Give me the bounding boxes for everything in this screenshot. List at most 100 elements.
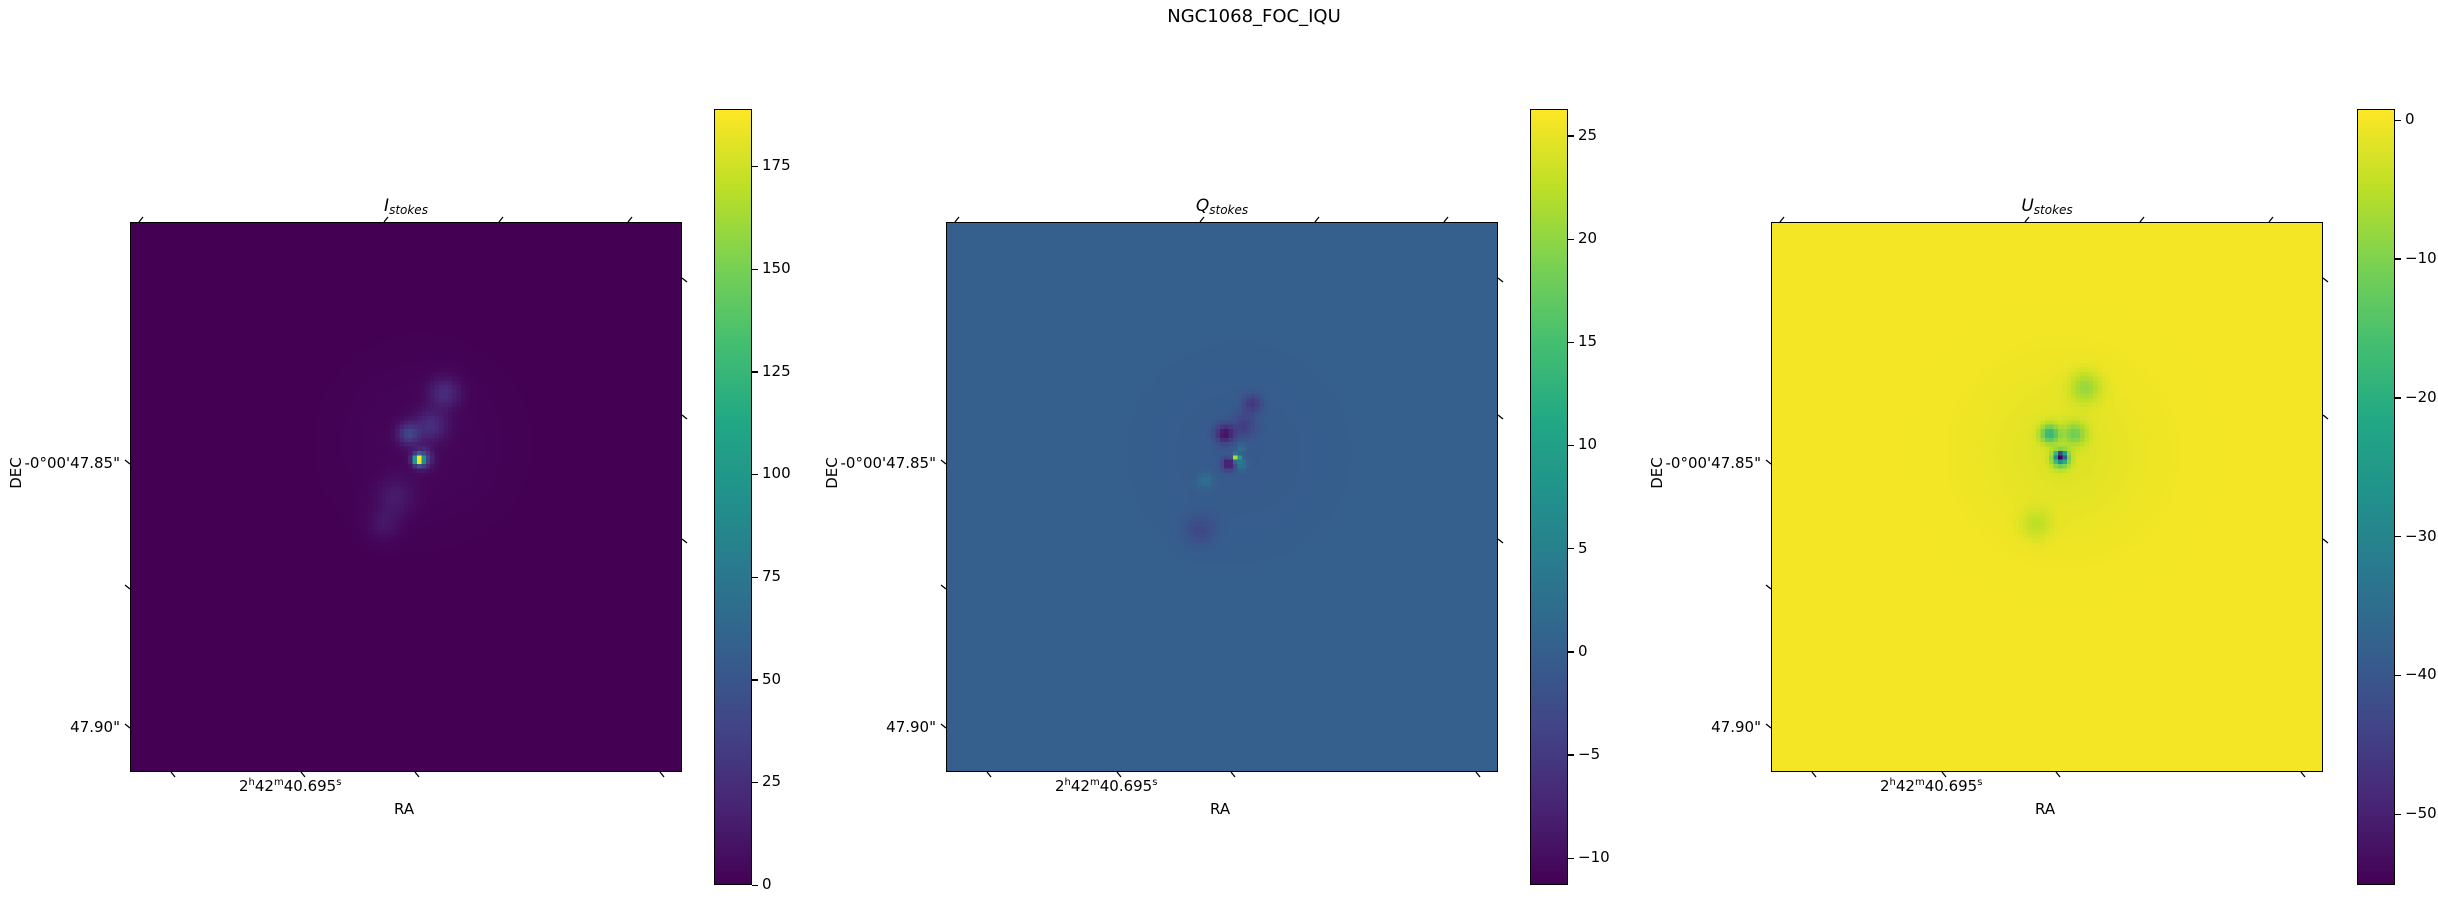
colorbar-tick-label: −10 <box>2405 248 2437 267</box>
colorbar-tick-label: 20 <box>1578 229 1598 248</box>
title-symbol: U <box>2021 196 2034 216</box>
title-subscript: stokes <box>389 203 428 217</box>
heatmap-axes-i <box>130 222 682 772</box>
colorbar <box>714 109 752 885</box>
colorbar-tick <box>1568 341 1574 343</box>
ra-s-unit: s <box>1977 777 1983 788</box>
x-tick-bottom <box>986 771 992 778</box>
colorbar-tick-label: 50 <box>762 669 782 688</box>
colorbar-tick <box>1568 548 1574 550</box>
y-tick-right <box>2322 538 2329 544</box>
colorbar-tick-label: 10 <box>1578 435 1598 454</box>
y-tick-label: 47.90" <box>886 718 936 736</box>
y-axis-label: DEC <box>822 457 841 489</box>
ra-m-value: 42 <box>254 777 274 795</box>
y-tick-right <box>681 414 688 420</box>
x-axis-label: RA <box>394 800 415 818</box>
colorbar-tick <box>752 165 758 168</box>
ra-h-value: 2 <box>1880 777 1890 795</box>
colorbar-tick-label: −30 <box>2405 526 2437 545</box>
colorbar-tick-label: 25 <box>762 772 782 791</box>
ra-h-unit: h <box>248 777 255 788</box>
x-tick-bottom <box>414 771 420 778</box>
x-tick-bottom <box>1811 771 1817 778</box>
colorbar-tick-label: 25 <box>1578 125 1598 144</box>
colorbar-tick <box>752 576 758 578</box>
colorbar <box>2357 109 2395 885</box>
x-axis-label: RA <box>1210 800 1231 818</box>
ra-m-value: 42 <box>1895 777 1915 795</box>
y-tick-label: -0°00'47.85" <box>840 454 936 472</box>
ra-m-unit: m <box>1914 777 1925 788</box>
ra-m-unit: m <box>1089 777 1100 788</box>
x-tick-bottom <box>2300 771 2306 778</box>
colorbar-tick <box>752 679 758 681</box>
x-tick-label: 2h42m40.695s <box>239 777 341 795</box>
colorbar-tick <box>2395 258 2401 260</box>
colorbar-tick <box>2395 674 2401 677</box>
colorbar-tick <box>1568 754 1574 756</box>
colorbar-tick-label: −5 <box>1578 744 1601 763</box>
ra-s-value: 40.695 <box>1924 777 1978 795</box>
colorbar-tick-label: 125 <box>762 361 791 380</box>
ra-h-value: 2 <box>239 777 249 795</box>
colorbar-tick-label: 175 <box>762 156 791 175</box>
y-axis-label: DEC <box>6 457 25 489</box>
colorbar-tick-label: 0 <box>762 875 772 893</box>
heatmap-image <box>947 223 1497 771</box>
x-tick-bottom <box>170 771 176 778</box>
colorbar-tick-label: 0 <box>2405 110 2415 129</box>
colorbar-tick <box>1568 857 1574 859</box>
colorbar-tick-label: −40 <box>2405 665 2437 684</box>
heatmap-image <box>131 223 681 771</box>
x-tick-bottom <box>2055 771 2061 778</box>
y-tick-label: -0°00'47.85" <box>24 454 120 472</box>
colorbar-tick-label: 0 <box>1578 641 1588 660</box>
x-tick-label: 2h42m40.695s <box>1880 777 1982 795</box>
x-tick-bottom <box>1475 771 1481 778</box>
colorbar-tick <box>2395 813 2401 815</box>
ra-s-unit: s <box>1152 777 1158 788</box>
colorbar-tick <box>2395 397 2401 399</box>
y-tick-label: 47.90" <box>70 718 120 736</box>
panel-title: Qstokes <box>946 196 1498 217</box>
ra-s-value: 40.695 <box>1099 777 1153 795</box>
y-tick-right <box>681 277 688 283</box>
colorbar-tick <box>1568 135 1574 137</box>
colorbar-tick <box>1568 444 1574 447</box>
colorbar-tick <box>1568 238 1574 240</box>
ra-m-value: 42 <box>1070 777 1090 795</box>
heatmap-image <box>1772 223 2322 771</box>
colorbar-tick <box>752 268 758 270</box>
colorbar-tick <box>752 781 758 784</box>
ra-m-unit: m <box>273 777 284 788</box>
ra-h-value: 2 <box>1055 777 1065 795</box>
colorbar-tick-label: −20 <box>2405 387 2437 406</box>
x-tick-bottom <box>659 771 665 778</box>
heatmap-axes-q <box>946 222 1498 772</box>
colorbar-tick-label: 100 <box>762 464 791 483</box>
colorbar-tick <box>752 371 758 373</box>
colorbar-tick <box>2395 119 2401 121</box>
y-tick-label: 47.90" <box>1711 718 1761 736</box>
colorbar-tick-label: −10 <box>1578 848 1610 867</box>
ra-s-unit: s <box>336 777 342 788</box>
panel-title: Ustokes <box>1771 196 2323 217</box>
colorbar-tick <box>752 473 758 476</box>
y-tick-right <box>1497 538 1504 544</box>
y-tick-right <box>2322 414 2329 420</box>
figure-title: NGC1068_FOC_IQU <box>1167 6 1341 27</box>
colorbar-tick <box>752 884 758 886</box>
y-tick-label: -0°00'47.85" <box>1665 454 1761 472</box>
x-axis-label: RA <box>2035 800 2056 818</box>
y-tick-right <box>1497 414 1504 420</box>
heatmap-axes-u <box>1771 222 2323 772</box>
y-tick-right <box>2322 277 2329 283</box>
colorbar-tick-label: 5 <box>1578 538 1588 557</box>
colorbar-tick <box>1568 651 1574 653</box>
title-subscript: stokes <box>1209 203 1249 217</box>
ra-h-unit: h <box>1064 777 1071 788</box>
colorbar-tick-label: 75 <box>762 567 782 586</box>
colorbar-tick-label: −50 <box>2405 804 2437 823</box>
y-tick-right <box>681 538 688 544</box>
